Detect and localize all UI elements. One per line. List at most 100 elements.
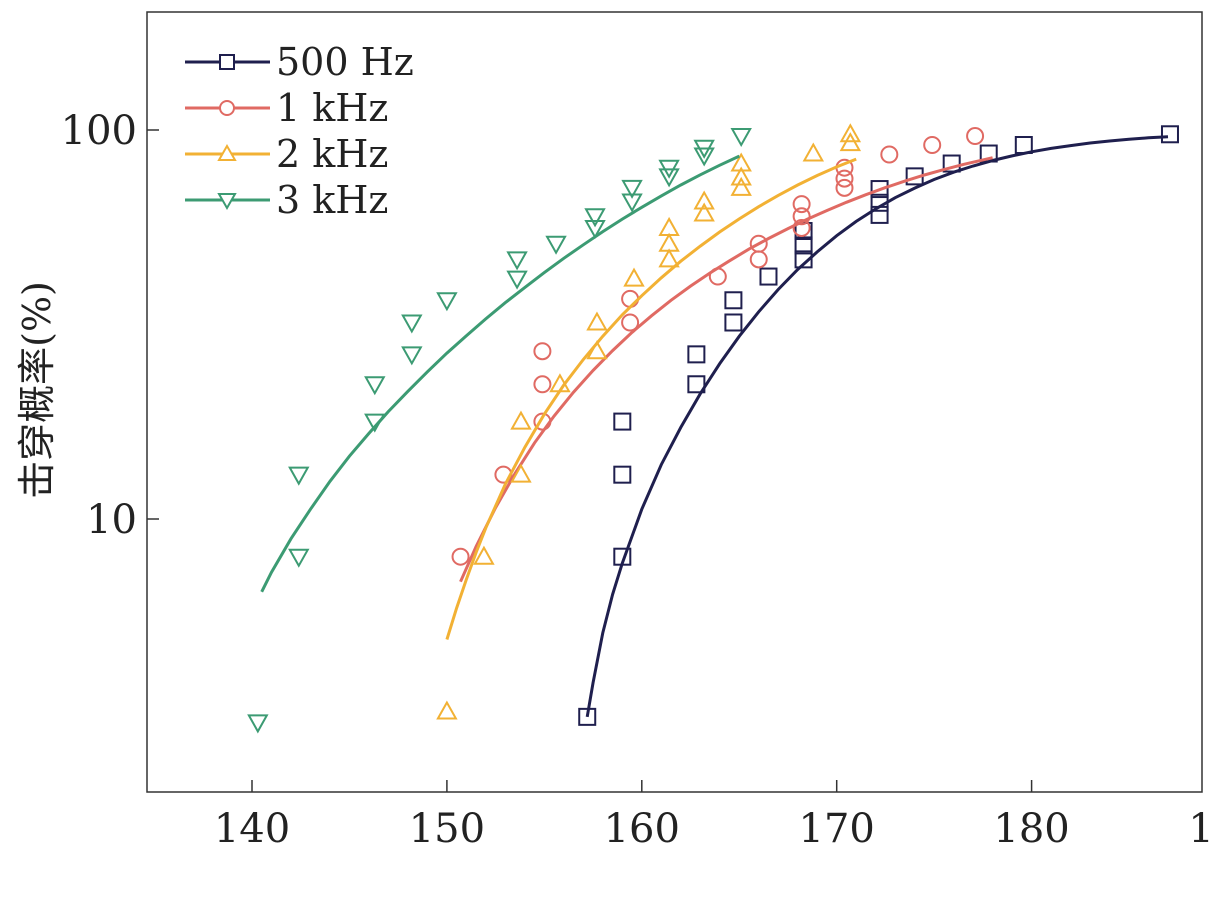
data-point [794,221,813,240]
data-point [794,250,813,269]
data-point [613,465,632,484]
data-point [794,236,813,255]
data-point [506,270,528,290]
data-point [545,235,567,255]
data-point [835,169,854,188]
series-2 [451,127,993,583]
data-point [473,545,495,565]
x-tick-label: 140 [214,806,290,852]
data-point [1014,136,1033,155]
y-tick-label: 10 [86,497,137,543]
data-point [533,342,552,361]
data-point [288,466,310,486]
legend-label: 2 kHz [276,132,388,176]
data-point [839,123,862,143]
data-point [693,139,715,159]
data-point [724,291,743,310]
data-point [792,207,811,226]
y-tick-label: 100 [61,108,137,154]
data-point [401,314,423,334]
data-point [730,166,752,186]
x-tick-label: 150 [409,806,485,852]
data-point [749,234,768,253]
data-point [584,208,606,228]
fit-curve [445,157,857,640]
legend-entry: 3 kHz [185,178,388,222]
axes: 140 150 160 170 180 190 10 100 击穿概率(%) [15,11,1212,852]
data-point [658,248,680,268]
data-point [749,250,768,269]
x-tick-label: 170 [799,806,875,852]
data-point [658,168,680,188]
legend-entry: 500 Hz [185,40,414,84]
data-point [533,375,552,394]
legend-label: 500 Hz [276,40,414,84]
data-point [724,313,743,332]
data-point [623,267,645,287]
x-tick-label: 160 [604,806,680,852]
fit-curve [585,135,1169,718]
data-point [687,375,706,394]
data-point [966,127,985,146]
data-point [436,292,458,312]
data-point [613,412,632,431]
y-axis-label: 击穿概率(%) [15,281,59,499]
legend-marker [217,193,237,211]
data-point [708,267,727,286]
data-point [870,205,889,224]
legend-marker [219,54,235,70]
x-tick-label: 190 [1188,806,1212,852]
legend-label: 1 kHz [276,86,388,130]
data-point [510,410,532,430]
data-point [923,136,942,155]
data-point [792,195,811,214]
data-point [658,159,680,179]
fit-curve [459,156,993,583]
data-point [870,193,889,212]
plot-area [247,123,1179,734]
plot-frame [146,11,1203,793]
data-point [621,193,643,213]
data-point [288,548,310,568]
data-point [693,147,715,167]
data-point [436,700,458,720]
data-point [730,152,752,172]
data-point [979,144,998,163]
series-1 [578,125,1179,726]
data-point [584,219,606,239]
data-point [621,313,640,332]
data-point [870,180,889,199]
data-point [586,340,608,360]
data-point [510,463,532,483]
data-point [621,179,643,199]
data-point [613,547,632,566]
legend-marker [217,143,237,161]
data-point [693,190,715,210]
data-point [549,373,571,393]
data-point [687,345,706,364]
series-4 [247,128,752,734]
data-point [880,145,899,164]
data-point [658,232,680,252]
data-point [1160,125,1179,144]
legend-marker [219,100,235,116]
data-point [730,176,752,196]
data-point [730,128,752,148]
data-point [621,289,640,308]
data-point [364,376,386,396]
legend-label: 3 kHz [276,178,388,222]
data-point [451,547,470,566]
series-3 [436,123,862,720]
legend-entry: 2 kHz [185,132,388,176]
fit-curve [260,154,740,593]
data-point [658,216,680,236]
data-point [247,714,269,734]
data-point [693,202,715,222]
data-point [942,154,961,173]
data-point [586,311,608,331]
data-point [578,707,597,726]
data-point [759,267,778,286]
legend-entry: 1 kHz [185,86,388,130]
